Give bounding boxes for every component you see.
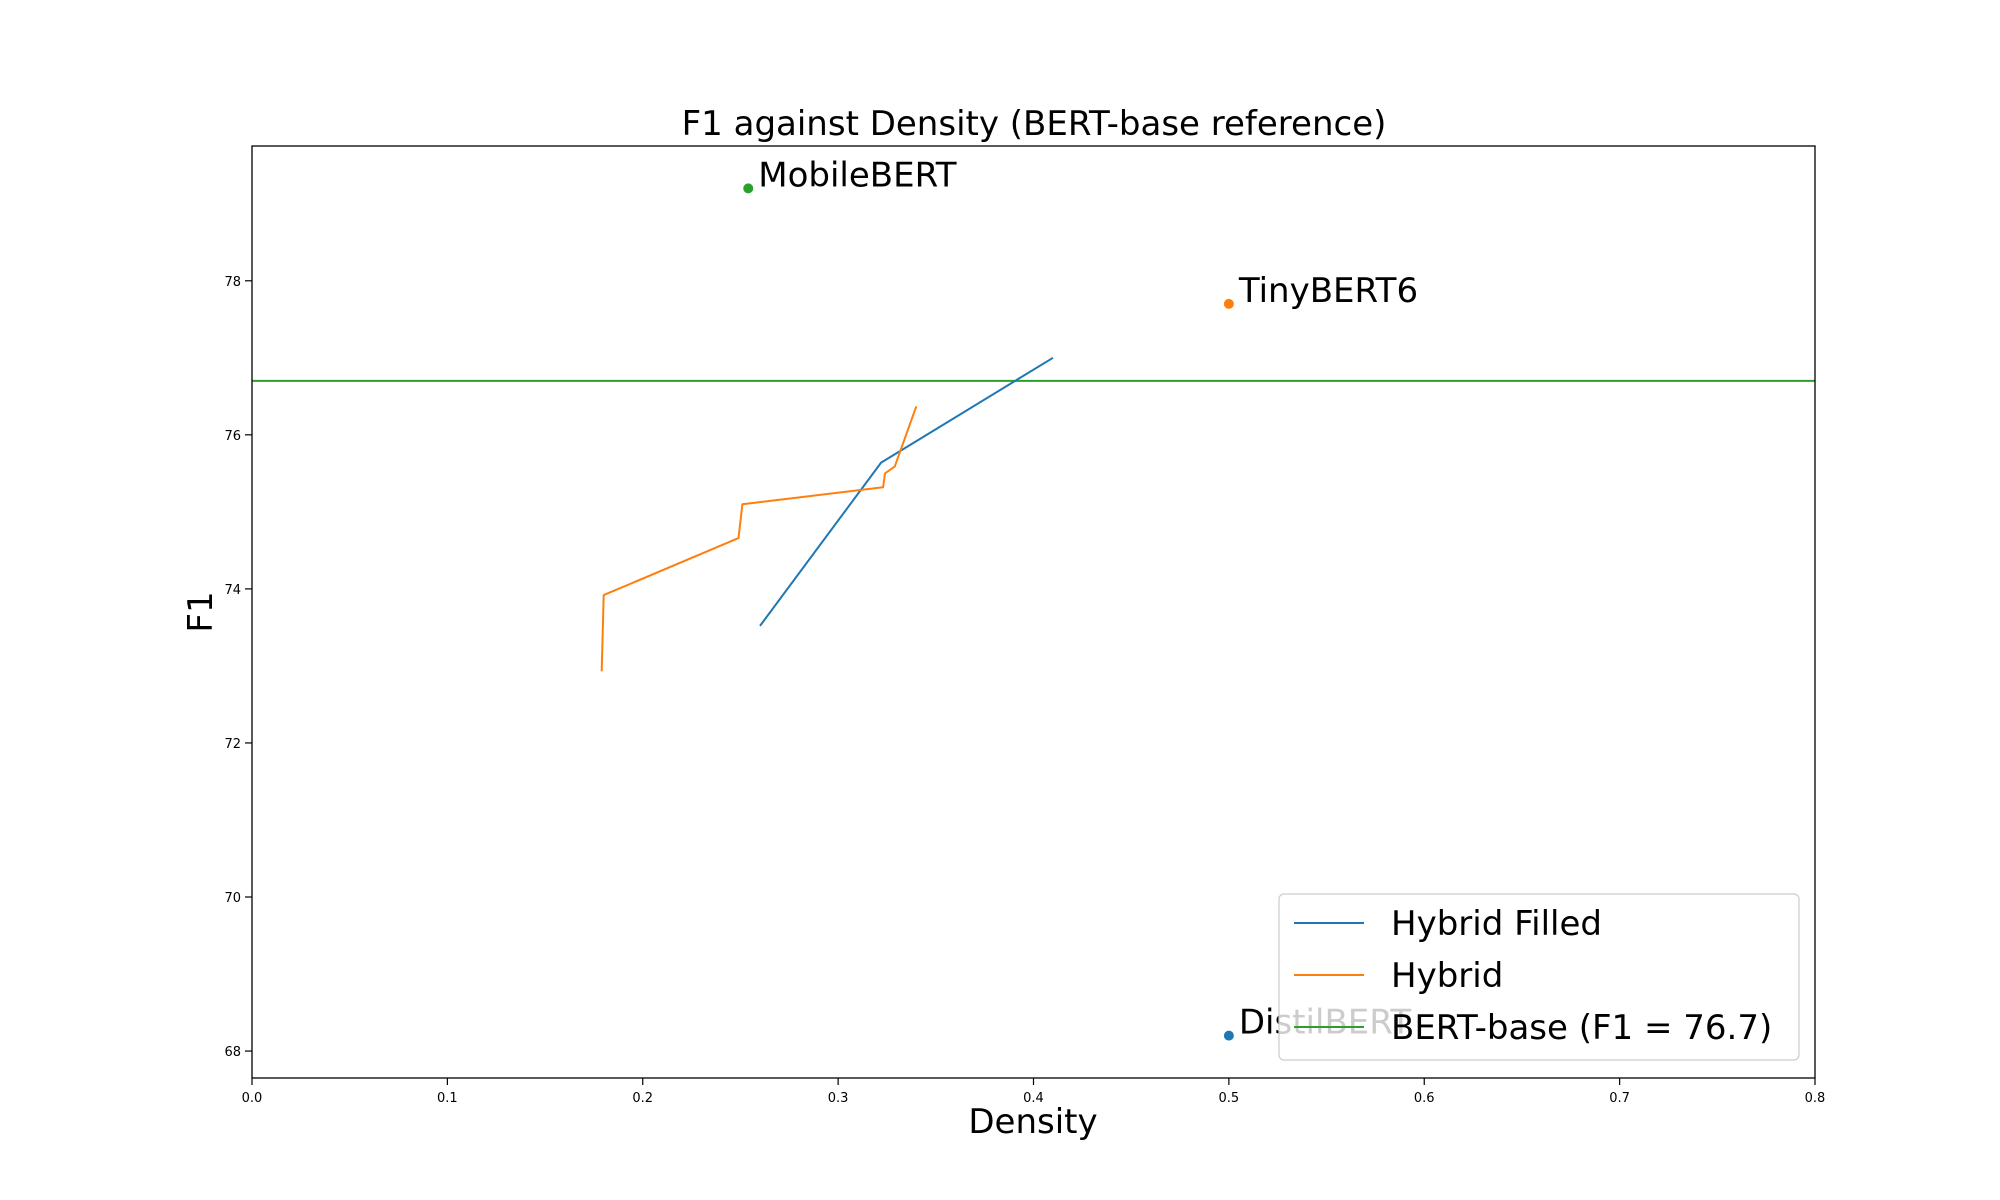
x-tick-label: 0.3 [828, 1091, 849, 1106]
y-tick-label: 76 [224, 429, 241, 444]
y-tick-label: 74 [224, 583, 241, 598]
point-mobilebert [743, 183, 754, 194]
legend-label: BERT-base (F1 = 76.7) [1391, 1008, 1772, 1048]
point-label-tinybert6: TinyBERT6 [1238, 271, 1418, 311]
y-tick-label: 70 [224, 891, 241, 906]
point-label-mobilebert: MobileBERT [758, 155, 956, 195]
series-line-hybrid [600, 405, 918, 672]
x-axis-label: Density [968, 1102, 1097, 1142]
x-tick-label: 0.2 [632, 1091, 653, 1106]
x-tick-label: 0.7 [1609, 1091, 1630, 1106]
point-distilbert [1223, 1030, 1234, 1041]
x-tick-label: 0.5 [1219, 1091, 1240, 1106]
legend [1278, 893, 1800, 1061]
y-tick-label: 78 [224, 275, 241, 290]
legend-label: Hybrid [1391, 956, 1503, 996]
point-tinybert6 [1223, 298, 1234, 309]
chart-title: F1 against Density (BERT-base reference) [682, 104, 1387, 144]
series-line-hybrid-filled [759, 356, 1054, 627]
legend-label: Hybrid Filled [1391, 904, 1602, 944]
x-tick-label: 0.1 [437, 1091, 458, 1106]
y-axis-label: F1 [181, 591, 221, 632]
x-tick-label: 0.8 [1805, 1091, 1826, 1106]
y-tick-label: 68 [224, 1045, 241, 1060]
x-tick-label: 0.4 [1023, 1091, 1044, 1106]
x-tick-label: 0.6 [1414, 1091, 1435, 1106]
x-tick-label: 0.0 [242, 1091, 263, 1106]
y-tick-label: 72 [224, 737, 241, 752]
